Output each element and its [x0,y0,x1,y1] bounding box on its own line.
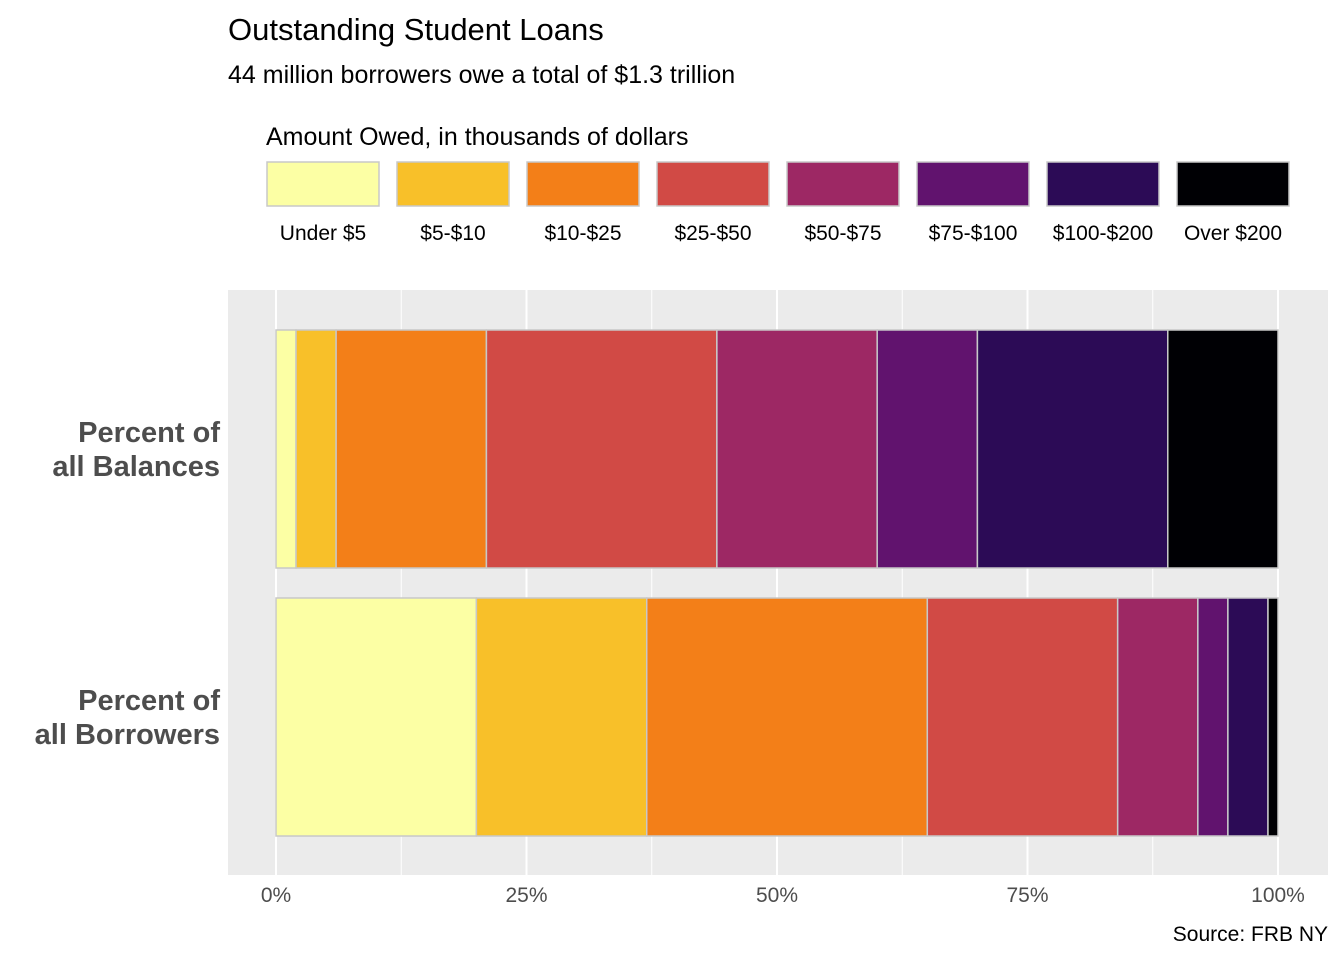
chart-subtitle: 44 million borrowers owe a total of $1.3… [228,61,736,89]
bar-segment-5-10 [295,329,337,569]
bar-segment-100-200 [976,329,1169,569]
legend-key-25-50 [656,161,770,207]
bar-segment-50-75 [716,329,878,569]
bar-segment-100-200 [1227,597,1269,837]
legend-key-100-200 [1046,161,1160,207]
legend-label: $100-$200 [1053,222,1153,245]
bar-segment-over-200 [1267,597,1279,837]
legend-key-5-10 [396,161,510,207]
y-axis-category-labels: Percent of all Balances Percent of all Borr… [35,417,221,751]
x-tick-label: 25% [505,884,547,907]
bar-segment-10-25 [645,597,929,837]
legend-label: $25-$50 [674,222,751,245]
legend: Amount Owed, in thousands of dollars Und… [266,123,1290,245]
legend-title: Amount Owed, in thousands of dollars [266,123,688,151]
bar-segment-over-200 [1167,329,1279,569]
legend-key-over-200 [1176,161,1290,207]
bar-segment-75-100 [1197,597,1229,837]
legend-label: $10-$25 [544,222,621,245]
legend-key-10-25 [526,161,640,207]
y-category-label: Percent of all Balances [52,417,220,483]
legend-key-75-100 [916,161,1030,207]
y-category-label: Percent of all Borrowers [35,685,221,751]
bar-segment-75-100 [876,329,979,569]
legend-key-50-75 [786,161,900,207]
x-tick-label: 75% [1006,884,1048,907]
bar-segment-10-25 [335,329,488,569]
x-tick-label: 50% [756,884,798,907]
x-axis-tick-labels: 0% 25% 50% 75% 100% [261,884,1305,907]
bar-segment-25-50 [485,329,718,569]
legend-label: Under $5 [280,222,366,245]
x-tick-label: 0% [261,884,291,907]
x-tick-label: 100% [1251,884,1305,907]
bar-segment-under-5 [275,329,297,569]
legend-key-under-5 [266,161,380,207]
bars [275,329,1279,837]
legend-label: Over $200 [1184,222,1282,245]
bar-segment-50-75 [1116,597,1199,837]
bar-segment-25-50 [926,597,1119,837]
legend-label: $50-$75 [804,222,881,245]
legend-label: $5-$10 [420,222,485,245]
chart-title: Outstanding Student Loans [228,12,604,47]
bar-segment-5-10 [475,597,648,837]
bar-segment-under-5 [275,597,478,837]
legend-label: $75-$100 [929,222,1018,245]
source-caption: Source: FRB NY [1173,923,1328,946]
